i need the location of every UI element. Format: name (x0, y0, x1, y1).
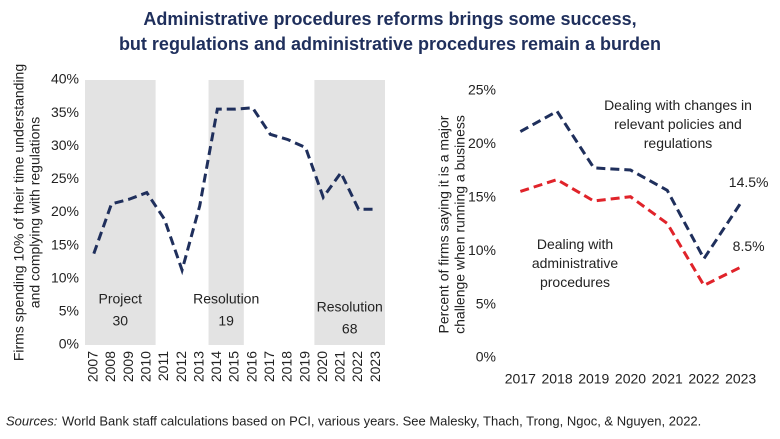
x-tick-label: 2022 (688, 371, 719, 387)
y-tick-label: 20% (468, 135, 496, 151)
x-tick-label: 2021 (652, 371, 683, 387)
source-label: Sources: (6, 413, 58, 428)
x-tick-label: 2009 (120, 351, 136, 382)
y-tick-label: 40% (51, 71, 79, 87)
x-tick-label: 2021 (332, 351, 348, 382)
legend-entry: Dealing with administrative procedures (531, 236, 619, 290)
x-tick-label: 2011 (155, 351, 171, 381)
x-tick-label: 2020 (615, 371, 646, 387)
y-tick-label: 10% (468, 242, 496, 258)
period-label: 68 (342, 321, 358, 337)
series-line (519, 178, 742, 288)
x-tick-label: 2018 (279, 351, 295, 382)
x-tick-label: 2019 (296, 351, 312, 382)
y-tick-label: 25% (51, 170, 79, 186)
x-tick-label: 2023 (725, 371, 756, 387)
period-label: 30 (113, 313, 129, 329)
title-line: but regulations and administrative proce… (119, 34, 661, 54)
period-label: Resolution (193, 291, 259, 307)
period-label: Resolution (317, 299, 383, 315)
x-tick-label: 2015 (226, 351, 242, 382)
shaded-period (85, 80, 156, 345)
x-tick-label: 2023 (367, 351, 383, 382)
y-axis-label: Firms spending 10% of their time underst… (11, 64, 27, 361)
x-tick-label: 2014 (208, 351, 224, 382)
x-tick-label: 2018 (541, 371, 572, 387)
title-line: Administrative procedures reforms brings… (143, 9, 636, 29)
series-line (92, 106, 377, 276)
y-axis-label: and complying with regulations (27, 117, 43, 308)
y-tick-label: 30% (51, 137, 79, 153)
y-tick-label: 35% (51, 104, 79, 120)
y-tick-label: 5% (476, 295, 496, 311)
shaded-period (314, 80, 385, 345)
series-line (519, 109, 742, 262)
period-label: Project (99, 291, 143, 307)
x-tick-label: 2019 (578, 371, 609, 387)
value-label: 8.5% (733, 238, 765, 254)
x-tick-label: 2017 (505, 371, 536, 387)
y-tick-label: 15% (51, 236, 79, 252)
x-tick-label: 2013 (190, 351, 206, 382)
y-axis-label: Percent of firms saying it is a major (436, 115, 452, 333)
y-axis-label: challenge when running a business (452, 115, 468, 334)
source-text: World Bank staff calculations based on P… (62, 413, 701, 428)
y-tick-label: 25% (468, 82, 496, 98)
value-label: 14.5% (729, 174, 769, 190)
x-tick-label: 2016 (243, 351, 259, 382)
x-tick-label: 2012 (173, 351, 189, 382)
y-tick-label: 0% (59, 336, 79, 352)
x-tick-label: 2010 (137, 351, 153, 382)
period-label: 19 (218, 313, 234, 329)
y-tick-label: 15% (468, 189, 496, 205)
x-tick-label: 2007 (85, 351, 101, 382)
x-tick-label: 2008 (102, 351, 118, 382)
y-tick-label: 0% (476, 349, 496, 365)
x-tick-label: 2022 (349, 351, 365, 382)
y-tick-label: 5% (59, 303, 79, 319)
x-tick-label: 2020 (314, 351, 330, 382)
y-tick-label: 10% (51, 269, 79, 285)
y-tick-label: 20% (51, 203, 79, 219)
x-tick-label: 2017 (261, 351, 277, 382)
legend-entry: Dealing with changes in relevant policie… (604, 97, 752, 151)
